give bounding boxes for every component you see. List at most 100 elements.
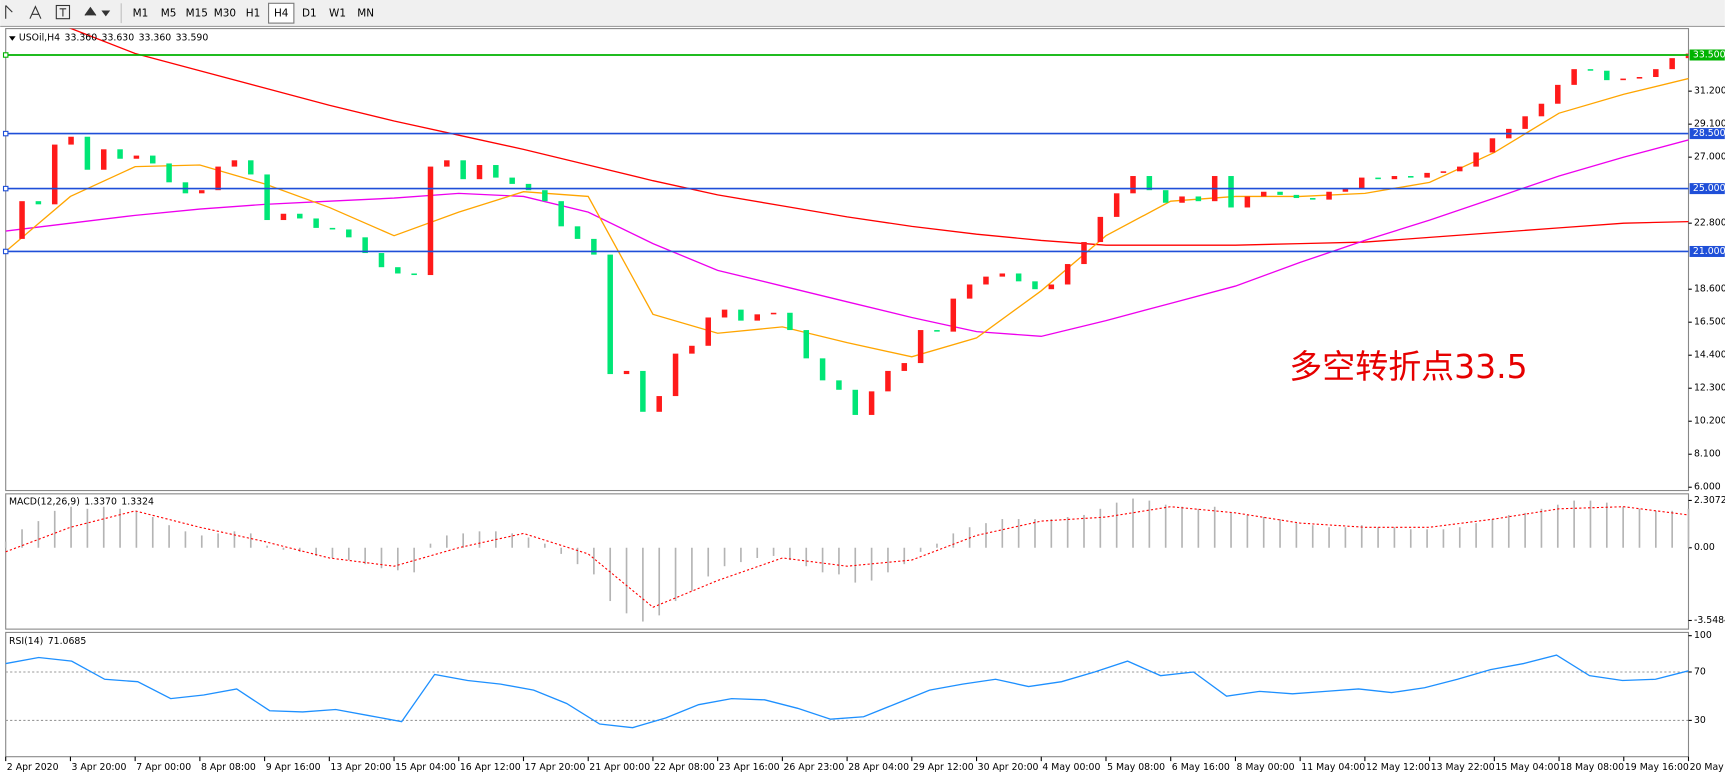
candle: [199, 190, 205, 194]
x-tick-label: 28 Apr 04:00: [848, 762, 909, 773]
text-tool[interactable]: [29, 5, 42, 19]
candle: [1440, 171, 1447, 173]
level-label-box: [1689, 49, 1725, 61]
x-tick-label: 30 Apr 20:00: [978, 762, 1039, 773]
candle: [558, 201, 564, 227]
indicator-header: MACD(12,26,9) 1.3370 1.3324: [9, 496, 154, 507]
y-tick-label: 22.800: [1694, 218, 1725, 229]
candle: [901, 363, 908, 371]
y-tick-label: -3.5484: [1694, 615, 1725, 626]
y-tick-label: 31.200: [1694, 86, 1725, 97]
level-label-box: [1689, 183, 1725, 195]
indicator-header: USOil,H4 33.360 33.630 33.360 33.590: [19, 32, 208, 43]
candle: [1391, 176, 1398, 180]
x-tick-label: 29 Apr 12:00: [913, 762, 974, 773]
level-anchor: [2, 185, 9, 192]
candle: [1032, 281, 1038, 290]
x-tick-label: 8 Apr 08:00: [201, 762, 256, 773]
candle: [313, 218, 319, 228]
macd-panel: [5, 493, 1690, 630]
x-tick-label: 26 Apr 23:00: [783, 762, 844, 773]
candle: [1277, 191, 1283, 195]
candle: [1179, 196, 1185, 203]
candle: [1653, 69, 1659, 78]
candle: [999, 273, 1006, 277]
level-anchor: [2, 248, 9, 255]
candle: [1130, 176, 1136, 194]
x-tick-label: 2 Apr 2020: [7, 762, 59, 773]
candle: [1473, 152, 1479, 167]
candle: [656, 396, 662, 412]
candle: [819, 358, 826, 381]
candle: [640, 370, 646, 412]
candle: [705, 317, 711, 346]
arrows-tool[interactable]: [84, 6, 111, 17]
y-tick-label: 70: [1694, 666, 1706, 677]
x-tick-label: 7 Apr 00:00: [136, 762, 191, 773]
candle: [770, 312, 777, 315]
indicator-value: 1.3370: [84, 496, 117, 507]
x-tick-label: 21 Apr 00:00: [589, 762, 650, 773]
candle: [1522, 116, 1528, 129]
candle: [215, 166, 221, 191]
y-tick-label: 2.3072: [1694, 495, 1725, 506]
y-tick-label: 100: [1694, 630, 1712, 641]
timeframe-label: D1: [302, 8, 317, 20]
candle: [280, 213, 287, 221]
candle: [264, 174, 270, 221]
y-tick-label: 29.100: [1694, 119, 1725, 130]
candle: [1309, 198, 1316, 200]
y-tick-label: 27.000: [1694, 152, 1725, 163]
candle: [1424, 172, 1430, 178]
candle: [1015, 273, 1022, 282]
x-tick-label: 9 Apr 16:00: [266, 762, 321, 773]
indicator-value: 71.0685: [48, 636, 87, 647]
candle: [1620, 78, 1626, 81]
x-tick-label: 17 Apr 20:00: [525, 762, 586, 773]
candle: [1669, 58, 1675, 70]
candle: [19, 201, 25, 239]
candle: [917, 330, 924, 364]
candle: [1538, 103, 1545, 117]
collapse-arrow[interactable]: [9, 36, 16, 41]
cursor-tool[interactable]: [5, 5, 13, 19]
candle: [231, 160, 238, 167]
label-tool[interactable]: [55, 4, 71, 20]
candle: [460, 160, 466, 180]
candle: [133, 155, 140, 159]
x-tick-label: 6 May 16:00: [1172, 762, 1230, 773]
candle: [1195, 196, 1202, 202]
candle: [346, 229, 352, 238]
candle: [738, 309, 744, 321]
candle: [297, 213, 303, 219]
y-tick-label: 18.600: [1694, 284, 1725, 295]
candle: [476, 165, 483, 180]
indicator-value: 33.360: [139, 32, 172, 43]
candle: [378, 253, 385, 268]
timeframe-label: H4: [274, 8, 289, 20]
candle: [1064, 264, 1071, 285]
candle: [950, 298, 957, 332]
timeframe-button[interactable]: [268, 2, 295, 24]
indicator-title: USOil,H4: [19, 32, 60, 43]
candle: [100, 149, 107, 170]
x-tick-label: 15 May 04:00: [1495, 762, 1559, 773]
toolbar: M1 M5 M15 M30 H1 H4 D1 W1 MN: [0, 0, 1725, 27]
rsi-panel: [5, 631, 1690, 758]
candle: [248, 160, 254, 175]
candle: [885, 370, 891, 392]
candle: [983, 276, 989, 285]
indicator-title: RSI(14): [9, 636, 43, 647]
timeframe-label: W1: [329, 8, 346, 20]
candle: [411, 273, 417, 276]
x-tick-label: 15 Apr 04:00: [395, 762, 456, 773]
timeframe-label: M15: [186, 8, 208, 20]
x-tick-label: 11 May 04:00: [1301, 762, 1365, 773]
x-tick-label: 13 Apr 20:00: [330, 762, 391, 773]
candle: [1146, 176, 1153, 191]
candle: [672, 353, 679, 397]
candle: [803, 330, 810, 359]
candle: [754, 314, 760, 321]
